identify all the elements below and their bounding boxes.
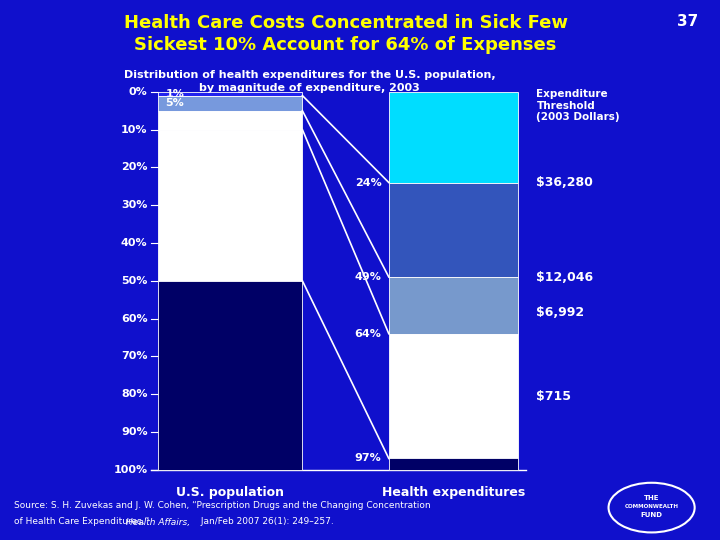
Text: U.S. population: U.S. population: [176, 486, 284, 499]
Bar: [389, 334, 518, 458]
Bar: [158, 111, 302, 130]
Bar: [389, 183, 518, 277]
Text: 20%: 20%: [121, 163, 148, 172]
Text: 64%: 64%: [355, 329, 382, 339]
Bar: [158, 96, 302, 111]
Text: 30%: 30%: [121, 200, 148, 210]
Bar: [158, 281, 302, 470]
Text: 5%: 5%: [166, 98, 184, 108]
Bar: [158, 130, 302, 281]
Text: 90%: 90%: [121, 427, 148, 437]
Text: Distribution of health expenditures for the U.S. population,
by magnitude of exp: Distribution of health expenditures for …: [124, 70, 495, 92]
Text: 70%: 70%: [121, 352, 148, 361]
Text: Health expenditures: Health expenditures: [382, 486, 525, 499]
Text: $12,046: $12,046: [536, 271, 593, 284]
Bar: [158, 92, 302, 96]
Text: 50%: 50%: [121, 276, 148, 286]
Bar: [389, 277, 518, 334]
Text: Health Affairs,: Health Affairs,: [126, 517, 190, 526]
Text: 97%: 97%: [355, 454, 382, 463]
Text: 37: 37: [677, 14, 698, 29]
Bar: [389, 458, 518, 470]
Text: FUND: FUND: [641, 512, 662, 518]
Text: 49%: 49%: [355, 272, 382, 282]
Text: 10%: 10%: [166, 115, 192, 125]
Text: 60%: 60%: [121, 314, 148, 323]
Text: Health Care Costs Concentrated in Sick Few
Sickest 10% Account for 64% of Expens: Health Care Costs Concentrated in Sick F…: [124, 14, 567, 53]
Text: 40%: 40%: [121, 238, 148, 248]
Text: 50%: 50%: [166, 200, 192, 210]
Text: THE: THE: [644, 495, 660, 501]
Text: 1%: 1%: [166, 89, 184, 99]
Text: Jan/Feb 2007 26(1): 249–257.: Jan/Feb 2007 26(1): 249–257.: [198, 517, 334, 526]
Text: 80%: 80%: [121, 389, 148, 399]
Text: Expenditure
Threshold
(2003 Dollars): Expenditure Threshold (2003 Dollars): [536, 89, 620, 122]
Text: $6,992: $6,992: [536, 306, 585, 320]
Text: of Health Care Expenditures,”: of Health Care Expenditures,”: [14, 517, 153, 526]
Bar: [389, 92, 518, 183]
Text: $36,280: $36,280: [536, 176, 593, 189]
Text: 10%: 10%: [121, 125, 148, 134]
Text: COMMONWEALTH: COMMONWEALTH: [624, 504, 678, 509]
Text: $715: $715: [536, 389, 572, 403]
Text: 100%: 100%: [114, 465, 148, 475]
Text: 24%: 24%: [355, 178, 382, 187]
Text: 0%: 0%: [129, 87, 148, 97]
Text: Source: S. H. Zuvekas and J. W. Cohen, “Prescription Drugs and the Changing Conc: Source: S. H. Zuvekas and J. W. Cohen, “…: [14, 501, 431, 510]
